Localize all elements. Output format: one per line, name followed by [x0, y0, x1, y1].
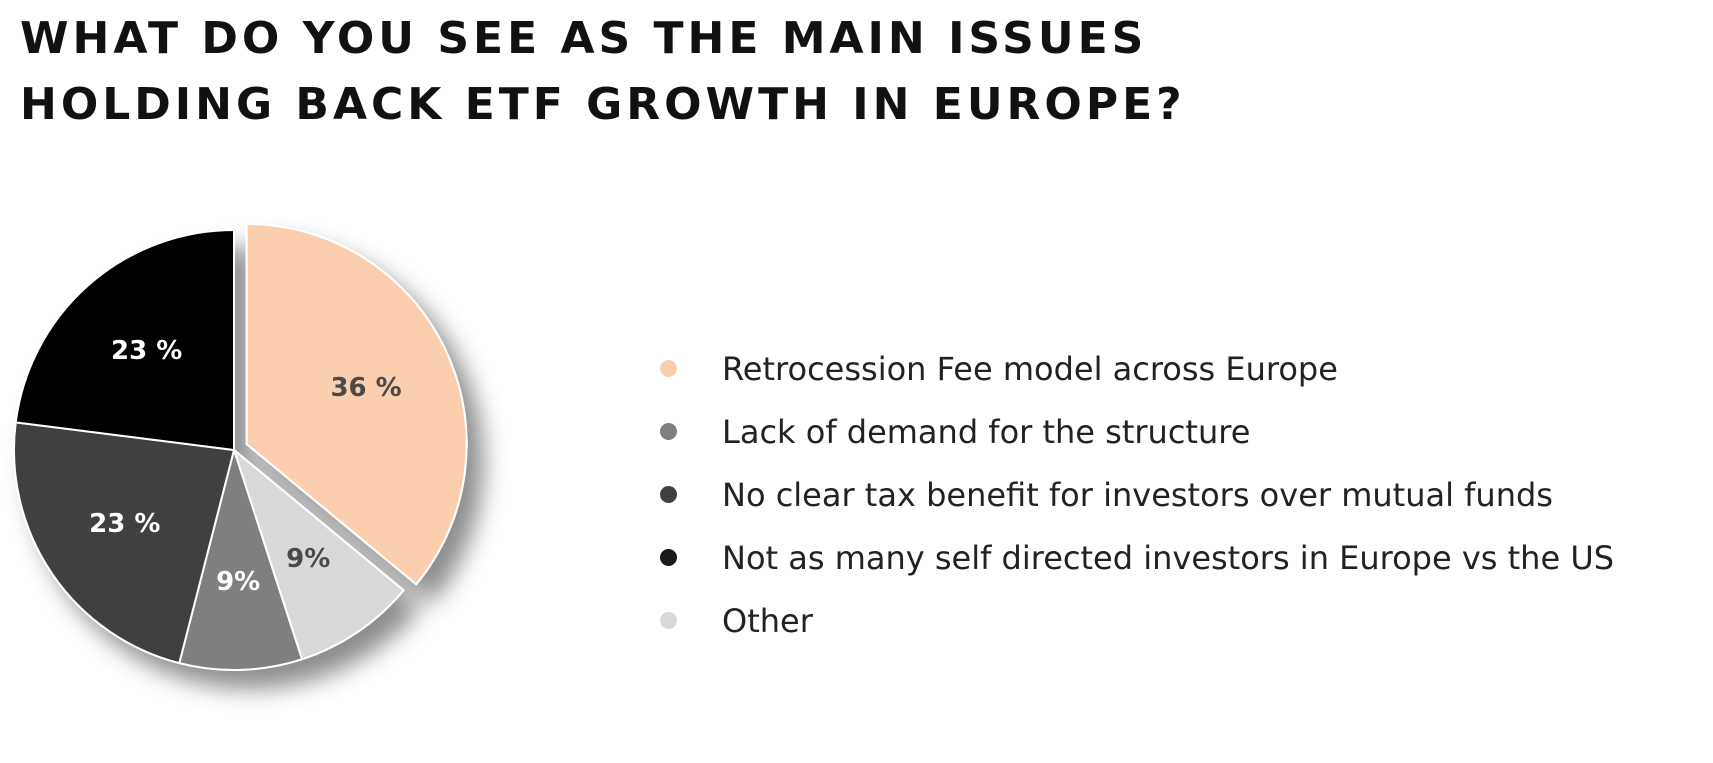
- legend-item: No clear tax benefit for investors over …: [660, 463, 1614, 526]
- pie-slice-not-as-many-self-directed-investors-in-europe-vs-the-us: [14, 228, 235, 452]
- legend-label: Retrocession Fee model across Europe: [722, 349, 1338, 388]
- legend-label: Other: [722, 601, 813, 640]
- pie-data-labels: 36 % 9% 9% 23 % 23 %: [89, 336, 402, 597]
- pie-slice-lack-of-demand-for-the-structure: [178, 446, 304, 671]
- legend-marker: [660, 549, 677, 566]
- chart-title-line-1: WHAT DO YOU SEE AS THE MAIN ISSUES: [20, 13, 1148, 64]
- legend-label: Lack of demand for the structure: [722, 412, 1251, 451]
- pie-data-label: 36 %: [330, 373, 401, 403]
- legend-marker: [660, 360, 677, 377]
- pie-slice-other: [231, 447, 405, 661]
- pie-data-label: 23 %: [111, 336, 182, 366]
- pie-data-label: 9%: [286, 544, 330, 574]
- pie-chart: 36 % 9% 9% 23 % 23 %: [13, 223, 468, 671]
- pie-slices: [13, 223, 468, 671]
- pie-data-label: 9%: [216, 567, 260, 597]
- legend-label: Not as many self directed investors in E…: [722, 538, 1615, 577]
- legend-label: No clear tax benefit for investors over …: [722, 475, 1553, 514]
- legend-item: Retrocession Fee model across Europe: [660, 337, 1614, 400]
- chart-title-line-2: HOLDING BACK ETF GROWTH IN EUROPE?: [20, 79, 1186, 130]
- legend-item: Other: [660, 589, 1614, 652]
- chart-title: WHAT DO YOU SEE AS THE MAIN ISSUES HOLDI…: [20, 6, 1186, 138]
- legend-item: Not as many self directed investors in E…: [660, 526, 1614, 589]
- pie-slice-no-clear-tax-benefit-for-investors-over-mutual-funds: [13, 421, 236, 665]
- pie-slice-retrocession-fee-model-across-europe: [245, 223, 468, 586]
- legend-marker: [660, 486, 677, 503]
- pie-data-label: 23 %: [89, 509, 160, 539]
- legend: Retrocession Fee model across Europe Lac…: [660, 337, 1614, 652]
- legend-item: Lack of demand for the structure: [660, 400, 1614, 463]
- legend-marker: [660, 612, 677, 629]
- legend-marker: [660, 423, 677, 440]
